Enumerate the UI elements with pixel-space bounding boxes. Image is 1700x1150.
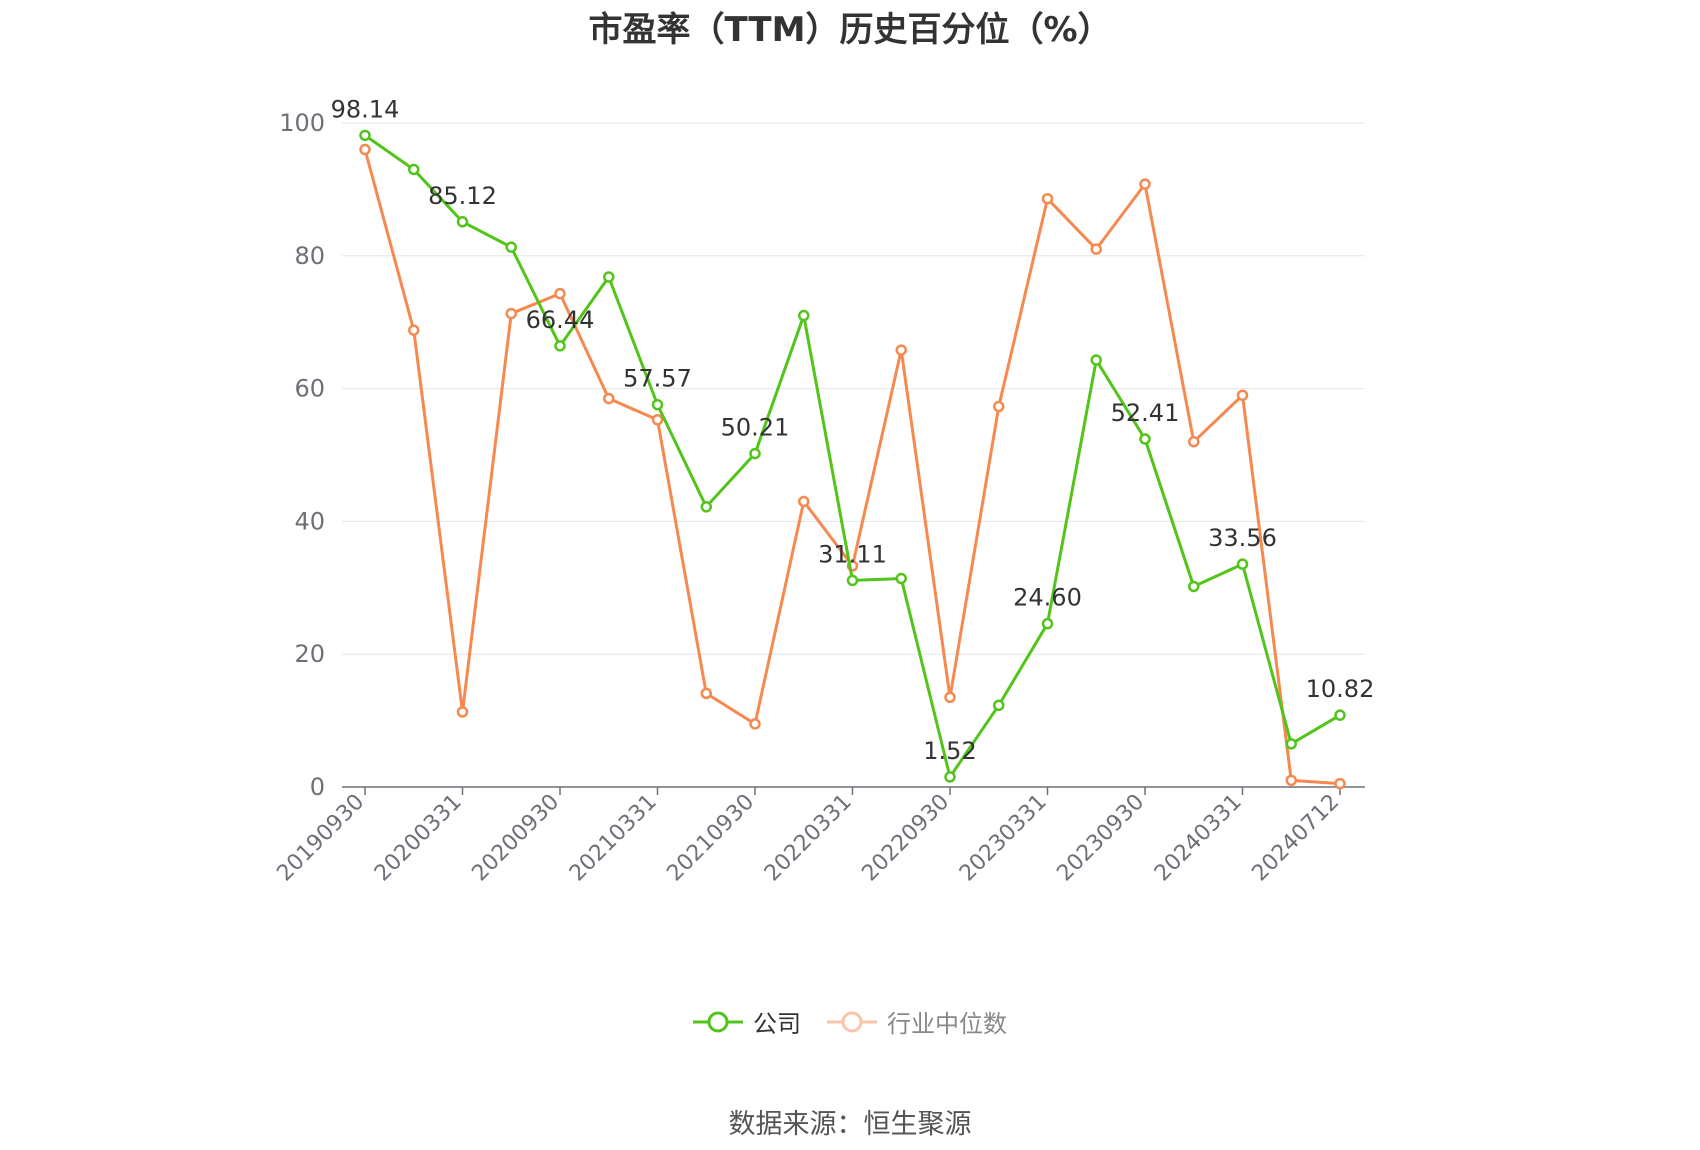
data-source: 数据来源：恒生聚源 xyxy=(728,1109,972,1140)
data-point xyxy=(993,400,1005,413)
x-tick-label: 20200331 xyxy=(370,790,467,887)
data-point xyxy=(1334,777,1346,790)
data-point xyxy=(798,495,810,508)
data-point xyxy=(1188,435,1200,448)
data-point xyxy=(554,287,566,300)
data-point xyxy=(1139,178,1151,190)
data-point xyxy=(603,392,615,405)
data-point xyxy=(895,572,907,585)
data-point xyxy=(1041,192,1054,205)
y-tick-label: 100 xyxy=(279,109,325,137)
legend-industry-marker xyxy=(827,1011,877,1032)
data-point xyxy=(1236,558,1249,570)
legend: 公司 行业中位数 xyxy=(0,1004,1700,1039)
x-tick-label: 20210930 xyxy=(662,790,759,887)
data-point xyxy=(1334,709,1346,721)
data-point xyxy=(651,414,664,426)
data-point xyxy=(359,143,371,156)
data-point xyxy=(456,216,469,228)
data-label: 33.56 xyxy=(1208,524,1277,552)
data-point xyxy=(505,307,517,320)
data-point xyxy=(1188,580,1200,593)
data-point xyxy=(1090,243,1102,255)
data-point xyxy=(700,687,712,700)
x-tick-label: 20190930 xyxy=(272,790,369,887)
x-tick-label: 20210331 xyxy=(565,790,662,887)
data-point xyxy=(993,699,1005,712)
data-point xyxy=(554,340,566,352)
data-point xyxy=(1285,738,1297,750)
x-tick-label: 20220930 xyxy=(857,790,954,887)
data-point xyxy=(749,718,761,730)
data-point xyxy=(1285,774,1297,787)
data-label: 31.11 xyxy=(818,540,887,568)
x-tick-label: 20220331 xyxy=(760,790,857,887)
data-point xyxy=(944,691,956,704)
data-point xyxy=(944,771,956,783)
data-label: 57.57 xyxy=(623,365,692,393)
data-point xyxy=(456,706,469,718)
data-point xyxy=(603,271,615,283)
y-tick-label: 0 xyxy=(310,773,325,801)
data-point xyxy=(408,324,420,336)
x-tick-label: 20200930 xyxy=(467,790,564,887)
data-point xyxy=(749,447,761,460)
data-point xyxy=(408,163,420,176)
data-label: 10.82 xyxy=(1306,675,1375,703)
x-tick-label: 20230331 xyxy=(955,790,1052,887)
grid-lines xyxy=(342,122,1365,655)
data-point xyxy=(846,574,859,587)
y-tick-label: 60 xyxy=(294,375,325,403)
data-point xyxy=(895,344,907,356)
y-tick-label: 40 xyxy=(294,507,325,535)
data-labels: 98.14 85.12 66.44 57.57 50.21 31.11 1.52 24.60 5… xyxy=(331,95,1375,765)
chart-title: 市盈率（TTM）历史百分位（%） xyxy=(588,10,1112,50)
series-line xyxy=(364,134,1341,779)
data-label: 1.52 xyxy=(923,737,976,765)
data-point xyxy=(505,241,517,253)
data-label: 66.44 xyxy=(526,306,595,334)
data-point xyxy=(798,309,810,322)
data-point xyxy=(700,501,712,513)
data-point xyxy=(651,398,664,411)
data-label: 85.12 xyxy=(428,182,497,210)
data-point xyxy=(1041,617,1054,630)
data-point xyxy=(1139,433,1151,445)
x-tick-label: 20240331 xyxy=(1150,790,1247,887)
legend-item-industry[interactable]: 行业中位数 xyxy=(827,1004,1007,1039)
data-label: 52.41 xyxy=(1111,399,1180,427)
legend-industry-label: 行业中位数 xyxy=(887,1010,1007,1038)
legend-company-label: 公司 xyxy=(753,1010,801,1038)
x-tick-label: 20240712 xyxy=(1247,790,1344,887)
legend-company-marker xyxy=(693,1011,743,1032)
data-label: 24.60 xyxy=(1013,584,1082,612)
data-point xyxy=(359,129,371,142)
y-tick-label: 20 xyxy=(294,640,325,668)
y-tick-label: 80 xyxy=(294,242,325,270)
legend-item-company[interactable]: 公司 xyxy=(693,1004,801,1039)
series-layer xyxy=(359,129,1346,790)
data-point xyxy=(1090,354,1102,366)
x-tick-label: 20230930 xyxy=(1052,790,1149,887)
data-label: 98.14 xyxy=(331,95,400,123)
data-point xyxy=(1236,389,1249,401)
data-label: 50.21 xyxy=(721,414,790,442)
